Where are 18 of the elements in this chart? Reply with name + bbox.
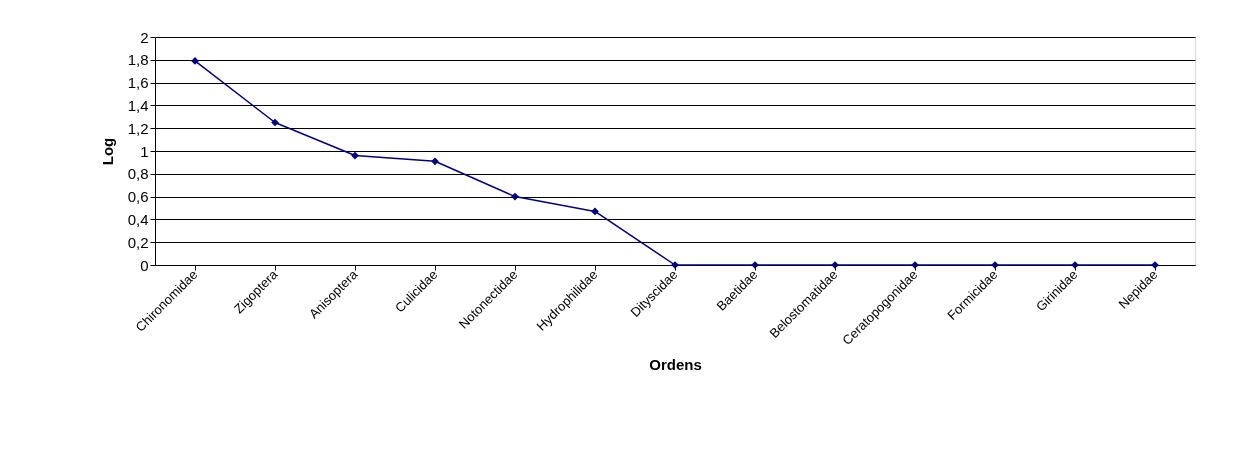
y-tick-label: 0,8	[127, 165, 149, 183]
y-tick-label: 1	[140, 142, 149, 160]
x-axis-title: Ordens	[649, 355, 702, 373]
y-tick-label: 0,2	[127, 233, 149, 251]
y-tick-label: 0,6	[127, 188, 149, 206]
y-tick-label: 1,8	[127, 51, 149, 69]
point	[511, 192, 519, 201]
y-tick-label: 0,4	[127, 210, 149, 228]
y-tick-label: 1,4	[127, 96, 149, 114]
point	[351, 151, 359, 160]
y-tick-label: 2	[140, 28, 149, 46]
y-axis-title: Log	[98, 137, 116, 166]
y-tick-label: 1,6	[127, 74, 149, 92]
point	[271, 118, 279, 127]
y-tick-label: 1,2	[127, 119, 149, 137]
point	[431, 157, 439, 166]
y-tick-label: 0	[140, 256, 149, 274]
point	[591, 207, 599, 216]
